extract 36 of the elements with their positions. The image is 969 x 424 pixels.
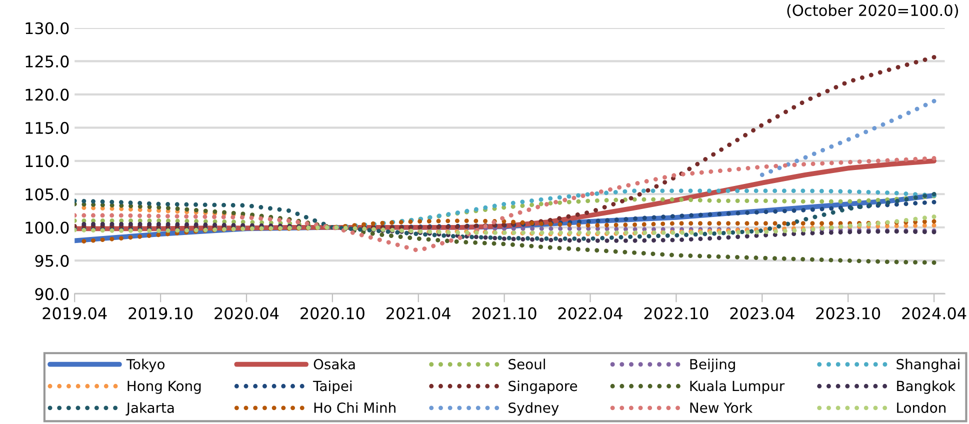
legend-label: Osaka [314,358,355,370]
x-tick-label: 2019.04 [42,307,107,320]
legend-label: Singapore [508,380,578,394]
legend-label: Sydney [508,402,559,416]
y-tick-label: 105.0 [26,188,69,200]
text: (October 2020=100.0) [787,4,958,18]
y-tick-label: 110.0 [26,155,69,168]
legend-label: Kuala Lumpur [690,380,785,394]
legend-label: Shanghai [896,358,960,372]
x-tick-label: 2021.10 [472,307,536,320]
legend-label: New York [690,402,753,413]
y-tick-label: 100.0 [26,222,69,234]
legend-label: London [897,402,946,413]
x-tick-label: 2022.10 [644,307,708,320]
legend-label: Bangkok [897,380,956,394]
x-tick-label: 2019.10 [128,307,193,320]
y-tick-label: 130.0 [26,22,69,34]
legend-label: Beijing [690,358,735,372]
legend-label: Ho Chi Minh [314,402,396,413]
y-tick-label: 90.0 [35,288,69,300]
y-tick-label: 95.0 [35,254,69,267]
x-tick-label: 2023.04 [730,307,794,320]
x-tick-label: 2023.10 [816,307,880,320]
legend-label: Seoul [508,358,545,370]
x-tick-label: 2020.04 [214,307,279,320]
legend-label: Jakarta [126,402,174,416]
legend-label: Tokyo [126,358,165,372]
y-tick-label: 115.0 [26,122,69,134]
y-tick-label: 120.0 [26,88,69,101]
x-tick-label: 2024.04 [902,307,966,320]
x-tick-label: 2022.04 [558,307,622,320]
x-tick-label: 2021.04 [386,307,451,320]
legend-label: Hong Kong [128,380,201,394]
y-tick-label: 125.0 [26,55,69,68]
legend-label: Taipei [312,380,352,394]
x-tick-label: 2020.10 [300,307,364,320]
